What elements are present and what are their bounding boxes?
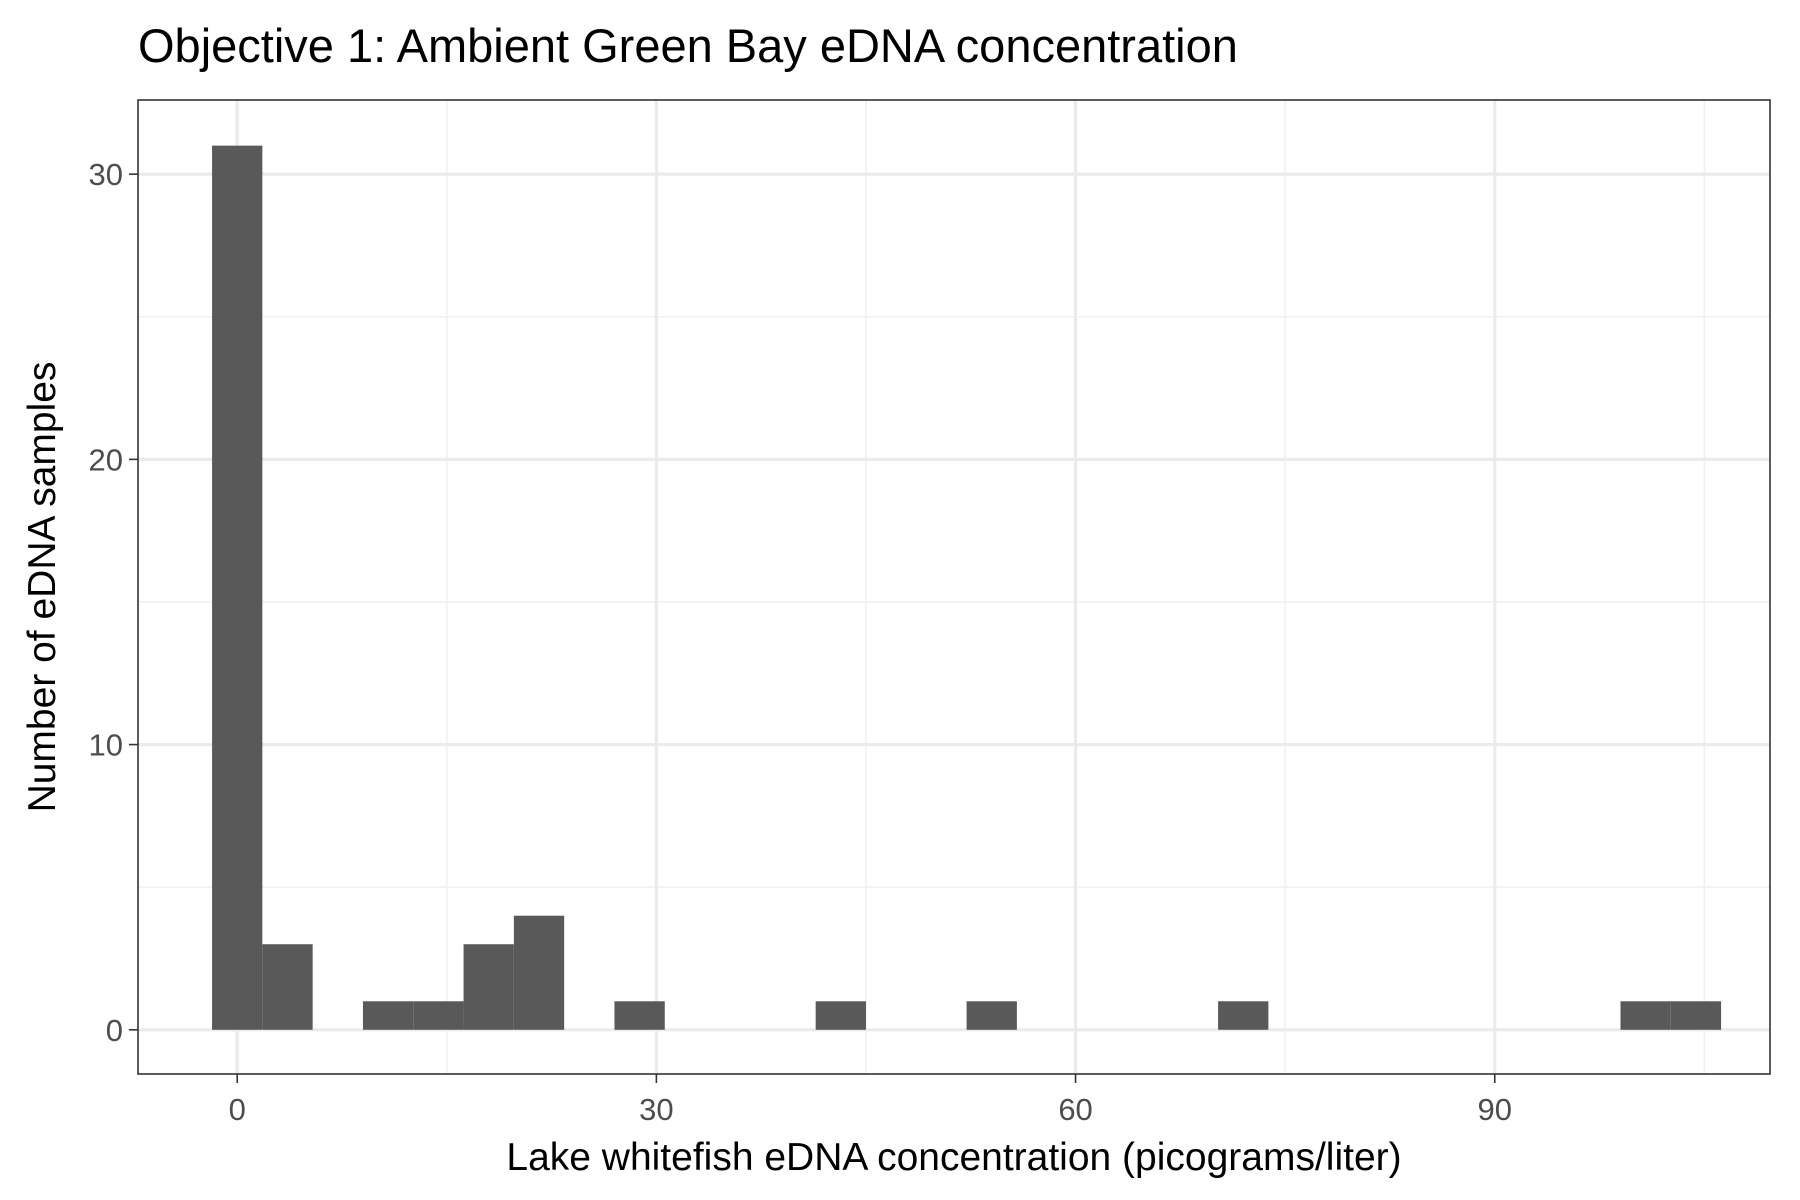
histogram-bar [362, 1001, 414, 1030]
histogram-bar [1218, 1001, 1269, 1030]
x-axis-title: Lake whitefish eDNA concentration (picog… [506, 1136, 1401, 1179]
x-tick-label: 30 [639, 1092, 673, 1127]
y-tick-label: 0 [106, 1013, 123, 1048]
histogram-bar [413, 1001, 464, 1030]
x-tick-label: 0 [229, 1092, 246, 1127]
x-tick-label: 60 [1058, 1092, 1092, 1127]
minor-gridlines [138, 100, 1770, 1074]
histogram-bar [614, 1001, 665, 1030]
chart-title: Objective 1: Ambient Green Bay eDNA conc… [138, 19, 1238, 72]
histogram-bar [815, 1001, 866, 1030]
plot-panel-border [137, 99, 1771, 1075]
histogram-bars [212, 145, 1722, 1030]
histogram-bar [212, 145, 263, 1030]
histogram-bar [1670, 1001, 1722, 1030]
histogram-bar [966, 1001, 1017, 1030]
plot-panel-background [138, 100, 1770, 1074]
y-tick-label: 20 [89, 442, 123, 477]
y-axis-title: Number of eDNA samples [21, 362, 64, 813]
histogram-bar [463, 944, 514, 1030]
y-tick-label: 30 [89, 157, 123, 192]
x-axis-ticks: 0 30 60 90 [229, 1074, 1512, 1127]
histogram-bar [513, 915, 565, 1030]
histogram-bar [1620, 1001, 1671, 1030]
histogram-bar [262, 944, 313, 1030]
y-tick-label: 10 [89, 728, 123, 763]
y-axis-ticks: 0 10 20 30 [89, 157, 138, 1048]
x-tick-label: 90 [1477, 1092, 1511, 1127]
